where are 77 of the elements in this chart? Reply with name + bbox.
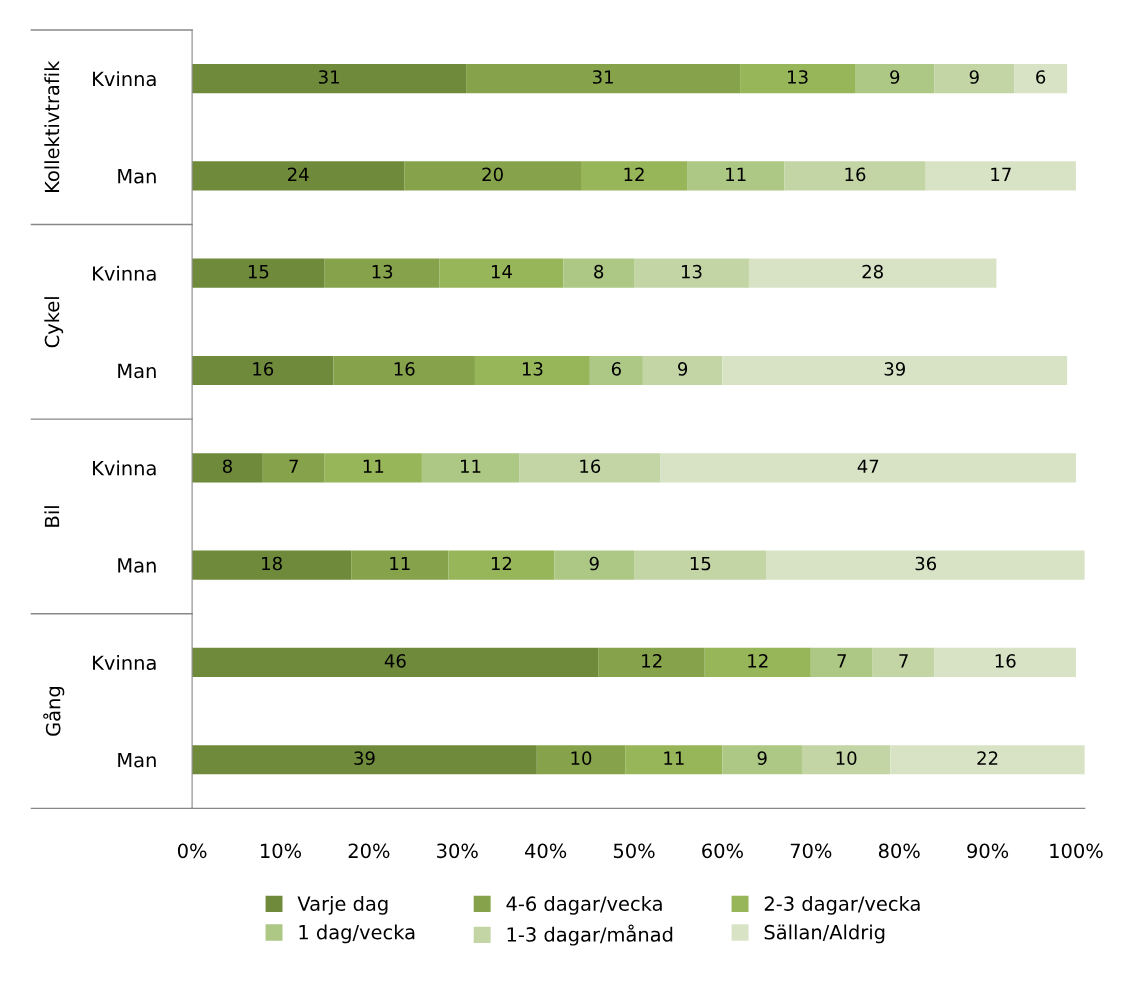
- data-label: 12: [624, 167, 644, 181]
- data-label: 14: [491, 265, 512, 279]
- data-label: 11: [461, 459, 481, 473]
- x-tick-label: 40%: [524, 843, 567, 859]
- data-label: 16: [995, 654, 1016, 668]
- data-label: 12: [748, 654, 768, 668]
- data-label: 13: [788, 70, 808, 84]
- x-tick-label: 0%: [177, 843, 207, 859]
- x-tick-label: 10%: [261, 843, 302, 859]
- data-label: 13: [522, 362, 543, 376]
- data-label: 22: [977, 751, 998, 765]
- legend-label: 1 dag/vecka: [299, 924, 415, 944]
- legend-label: 4-6 dagar/vecka: [506, 895, 662, 915]
- data-label: 28: [862, 264, 883, 279]
- data-label: 11: [726, 167, 746, 181]
- data-label: 9: [969, 70, 979, 84]
- data-label: 47: [857, 459, 879, 473]
- data-label: 7: [837, 654, 846, 668]
- data-label: 11: [390, 556, 410, 571]
- x-tick-label: 60%: [702, 843, 743, 859]
- data-label: 16: [394, 362, 415, 376]
- y-tick-label: Man: [118, 752, 156, 768]
- x-tick-label: 80%: [878, 843, 920, 859]
- data-label: 39: [884, 362, 905, 376]
- text: Kollektivtrafik: [44, 60, 60, 192]
- data-label: 31: [592, 70, 613, 84]
- x-tick-label: 90%: [967, 843, 1009, 859]
- data-label: 15: [690, 556, 711, 571]
- data-label: 9: [757, 751, 767, 765]
- y-tick-label: Man: [118, 558, 156, 573]
- data-label: 6: [611, 362, 621, 376]
- x-tick-label: 50%: [613, 843, 655, 859]
- data-label: 24: [288, 167, 309, 181]
- data-label: 17: [991, 167, 1011, 181]
- text: Cykel: [44, 297, 64, 348]
- legend-label: Sällan/Aldrig: [764, 924, 885, 944]
- y-tick-label: Kvinna: [93, 265, 156, 281]
- data-label: 10: [571, 751, 592, 765]
- x-tick-label: 100%: [1050, 843, 1103, 859]
- data-label: 12: [491, 556, 512, 571]
- data-label: 9: [589, 556, 599, 571]
- text: Bil: [44, 506, 60, 527]
- legend-label: 2-3 dagar/vecka: [764, 895, 920, 915]
- data-label: 7: [289, 459, 298, 473]
- data-label: 16: [580, 459, 601, 474]
- data-label: 18: [262, 556, 282, 571]
- x-tick-label: 30%: [437, 843, 478, 859]
- y-tick-label: Man: [118, 169, 156, 184]
- y-tick-label: Kvinna: [93, 460, 156, 476]
- data-label: 36: [915, 556, 937, 571]
- data-label: 20: [482, 167, 503, 182]
- data-label: 11: [363, 459, 384, 473]
- y-tick-label: Man: [118, 363, 156, 379]
- data-label: 16: [253, 362, 274, 376]
- legend-label: 1-3 dagar/månad: [507, 924, 673, 946]
- data-label: 31: [318, 70, 339, 84]
- data-label: 13: [681, 264, 702, 279]
- data-label: 9: [678, 362, 688, 376]
- text: Gång: [43, 687, 65, 736]
- data-label: 39: [354, 751, 375, 765]
- data-label: 15: [248, 265, 269, 279]
- data-label: 12: [642, 654, 662, 668]
- data-label: 46: [384, 654, 406, 668]
- data-label: 7: [899, 654, 908, 668]
- data-label: 13: [372, 264, 393, 279]
- data-label: 8: [594, 264, 604, 279]
- y-tick-label: Kvinna: [93, 71, 156, 87]
- data-label: 11: [664, 751, 684, 765]
- data-label: 6: [1036, 70, 1046, 84]
- x-tick-label: 70%: [790, 843, 832, 859]
- data-label: 8: [222, 459, 232, 474]
- legend-label: Varje dag: [297, 895, 388, 915]
- data-label: 16: [845, 167, 866, 182]
- data-label: 9: [890, 70, 900, 84]
- data-label: 10: [836, 751, 857, 765]
- y-tick-label: Kvinna: [93, 655, 156, 671]
- x-tick-label: 20%: [348, 843, 390, 859]
